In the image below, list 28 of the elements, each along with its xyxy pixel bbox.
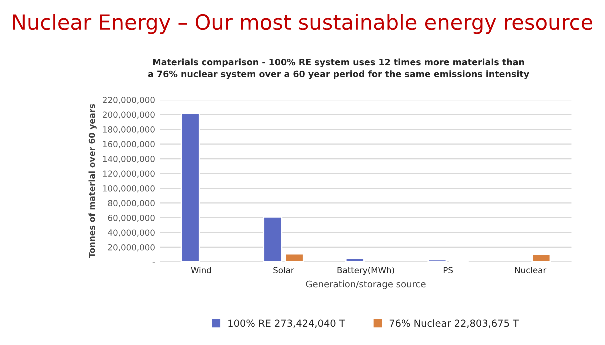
bar — [284, 253, 304, 262]
y-tick-label: 60,000,000 — [108, 214, 155, 222]
bar — [263, 216, 283, 262]
y-tick-label: 40,000,000 — [108, 230, 155, 237]
x-tick-label: Battery(MWh) — [338, 267, 394, 276]
x-axis-title: Generation/storage source — [306, 280, 426, 290]
x-tick-label: Nuclear — [515, 267, 547, 274]
y-tick-label: 20,000,000 — [108, 244, 155, 252]
y-tick-label: 120,000,000 — [103, 170, 155, 178]
legend-label: 76% Nuclear 22,803,675 T — [390, 320, 520, 328]
y-tick-label: 140,000,000 — [103, 156, 155, 164]
y-tick-label: 160,000,000 — [103, 141, 155, 148]
bar — [345, 258, 365, 262]
y-tick-label: 220,000,000 — [103, 97, 155, 104]
x-tick-label: PS — [444, 267, 453, 274]
chart-title: Nuclear Energy – Our most sustainable energy resource — [13, 14, 593, 34]
bar — [180, 112, 200, 262]
y-axis-title: Tonnes of material over 60 years — [88, 104, 97, 258]
y-tick-label: 200,000,000 — [103, 112, 155, 119]
y-tick-label: 180,000,000 — [103, 126, 155, 134]
legend-label: 100% RE 273,424,040 T — [228, 320, 346, 328]
y-tick-label: - — [152, 262, 156, 264]
x-tick-label: Wind — [191, 267, 212, 274]
x-tick-label: Solar — [274, 267, 294, 274]
y-tick-label: 80,000,000 — [108, 200, 155, 208]
chart-subtitle: Materials comparison - 100% RE system uses 12 times more materials than a 76% nuclear system over a 60 year period for the same emissions intensity — [148, 58, 530, 80]
bar — [532, 254, 552, 262]
y-tick-label: 100,000,000 — [103, 185, 155, 193]
